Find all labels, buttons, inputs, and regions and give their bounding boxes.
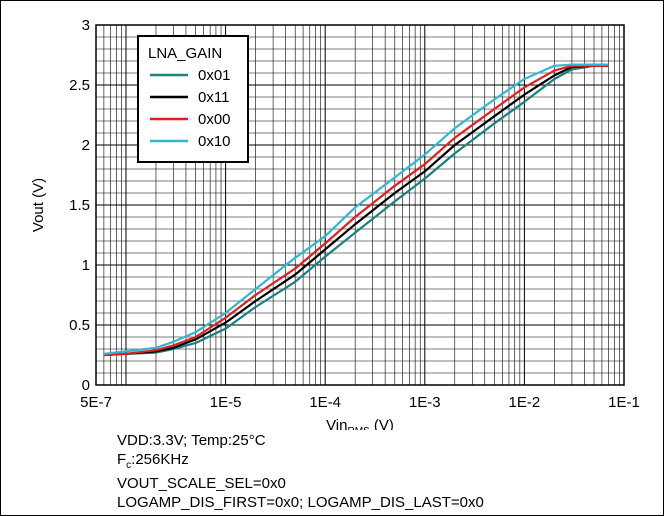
y-tick-label: 3 bbox=[82, 17, 90, 34]
legend-label: 0x00 bbox=[198, 111, 231, 128]
series-line-0x00 bbox=[103, 64, 609, 357]
note-frequency-main: F bbox=[117, 450, 127, 468]
series-line-0x01 bbox=[103, 64, 609, 357]
note-logamp: LOGAMP_DIS_FIRST=0x0; LOGAMP_DIS_LAST=0x… bbox=[117, 493, 484, 511]
legend-title: LNA_GAIN bbox=[148, 45, 222, 62]
legend-label: 0x11 bbox=[198, 89, 229, 106]
legend-label: 0x01 bbox=[198, 67, 231, 84]
note-frequency-sub: c bbox=[126, 459, 132, 471]
y-tick-label: 2.5 bbox=[69, 77, 90, 94]
note-frequency-value: :256KHz bbox=[131, 450, 189, 468]
y-tick-label: 1.5 bbox=[69, 197, 90, 214]
note-supply-temp: VDD:3.3V; Temp:25°C bbox=[117, 432, 266, 449]
plot-border bbox=[95, 24, 625, 386]
x-axis-label: VinRMS (V) bbox=[326, 417, 394, 430]
y-tick-label: 0.5 bbox=[69, 317, 90, 334]
series-line-0x10 bbox=[103, 63, 609, 355]
x-tick-label: 1E-5 bbox=[210, 394, 242, 411]
y-tick-label: 2 bbox=[82, 137, 90, 154]
x-tick-label: 1E-2 bbox=[509, 394, 541, 411]
y-axis-label: Vout (V) bbox=[30, 178, 47, 232]
x-tick-label: 1E-1 bbox=[608, 394, 640, 411]
x-tick-label: 1E-3 bbox=[409, 394, 441, 411]
x-tick-label: 5E-7 bbox=[80, 394, 112, 411]
conditions-notes: VDD:3.3V; Temp:25°C Fc:256KHz VOUT_SCALE… bbox=[117, 432, 484, 512]
note-vout-scale: VOUT_SCALE_SEL=0x0 bbox=[117, 475, 286, 492]
chart-svg: 0 0.5 1 1.5 2 2.5 3 5E-7 1E-5 1E-4 1E-3 1E-2 1E-1 Vou… bbox=[30, 17, 640, 430]
y-tick-label: 0 bbox=[82, 377, 90, 394]
y-tick-label: 1 bbox=[82, 257, 90, 274]
series-line-0x11 bbox=[103, 64, 609, 357]
x-tick-label: 1E-4 bbox=[309, 394, 341, 411]
legend-label: 0x10 bbox=[198, 133, 231, 150]
note-frequency: Fc:256KHz bbox=[117, 451, 484, 476]
